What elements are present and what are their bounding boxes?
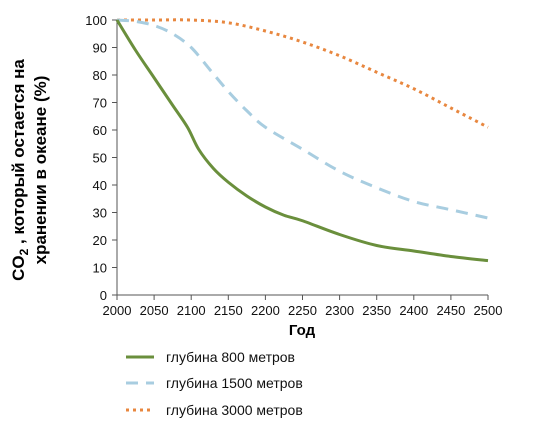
series-line-dotted xyxy=(116,18,489,129)
series-line-dashed xyxy=(116,18,489,220)
y-tick-label: 80 xyxy=(93,68,107,83)
y-axis-label-line2: хранении в океане (%) xyxy=(31,76,50,265)
y-tick-label: 20 xyxy=(93,233,107,248)
x-tick-label: 2200 xyxy=(251,303,280,318)
y-axis-label: CO2 , который остается на хранении в оке… xyxy=(9,59,50,281)
legend-label: глубина 3000 метров xyxy=(166,402,303,418)
y-tick-label: 40 xyxy=(93,178,107,193)
y-axis-label-co: CO xyxy=(9,255,28,281)
y-ticks: 0 10 20 30 40 50 60 70 80 90 100 xyxy=(85,13,117,303)
x-tick-label: 2000 xyxy=(103,303,132,318)
y-axis-label-rest: , который остается на xyxy=(9,59,28,249)
x-tick-label: 2350 xyxy=(362,303,391,318)
x-ticks: 2000 2050 2100 2150 2200 2250 2300 2350 2400 2450… xyxy=(103,295,503,318)
x-tick-label: 2450 xyxy=(436,303,465,318)
x-tick-label: 2150 xyxy=(214,303,243,318)
legend-label: глубина 800 метров xyxy=(166,349,295,365)
legend-label: глубина 1500 метров xyxy=(166,375,303,391)
y-tick-label: 90 xyxy=(93,41,107,56)
series-line-solid xyxy=(115,19,489,263)
x-axis-label: Год xyxy=(289,322,316,339)
y-axis-label-line1: CO2 , который остается на xyxy=(9,59,31,281)
x-tick-label: 2500 xyxy=(474,303,503,318)
x-tick-label: 2050 xyxy=(140,303,169,318)
x-tick-label: 2100 xyxy=(177,303,206,318)
x-tick-label: 2300 xyxy=(325,303,354,318)
y-tick-label: 10 xyxy=(93,261,107,276)
y-tick-label: 60 xyxy=(93,123,107,138)
series-group xyxy=(115,18,489,263)
legend: глубина 800 метров глубина 1500 метров глу… xyxy=(126,349,303,418)
x-tick-label: 2250 xyxy=(288,303,317,318)
y-tick-label: 70 xyxy=(93,96,107,111)
y-tick-label: 30 xyxy=(93,206,107,221)
y-tick-label: 100 xyxy=(85,13,107,28)
y-tick-label: 0 xyxy=(100,288,107,303)
y-tick-label: 50 xyxy=(93,151,107,166)
x-tick-label: 2400 xyxy=(399,303,428,318)
y-axis-label-subscript: 2 xyxy=(17,248,31,255)
